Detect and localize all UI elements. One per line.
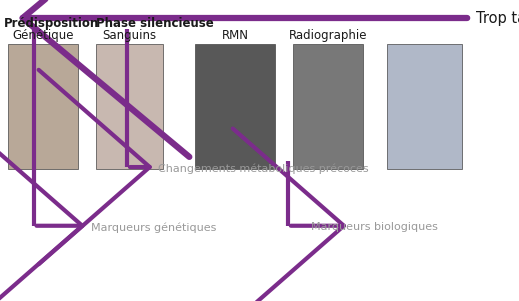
Text: Marqueurs génétiques: Marqueurs génétiques bbox=[91, 222, 216, 232]
Bar bbox=[195, 44, 275, 169]
Text: Changements métaboliques précoces: Changements métaboliques précoces bbox=[158, 163, 369, 174]
Text: Marqueurs biologiques: Marqueurs biologiques bbox=[311, 222, 438, 232]
Text: Radiographie: Radiographie bbox=[289, 29, 368, 42]
Bar bbox=[293, 44, 363, 169]
Text: Génétique: Génétique bbox=[12, 29, 74, 42]
Text: Sanguins: Sanguins bbox=[103, 29, 157, 42]
Bar bbox=[96, 44, 163, 169]
Text: RMN: RMN bbox=[222, 29, 249, 42]
Text: Phase silencieuse: Phase silencieuse bbox=[96, 17, 214, 30]
Bar bbox=[8, 44, 78, 169]
Bar bbox=[387, 44, 462, 169]
Text: Trop tard: Trop tard bbox=[476, 11, 519, 26]
Text: Prédisposition: Prédisposition bbox=[4, 17, 99, 30]
